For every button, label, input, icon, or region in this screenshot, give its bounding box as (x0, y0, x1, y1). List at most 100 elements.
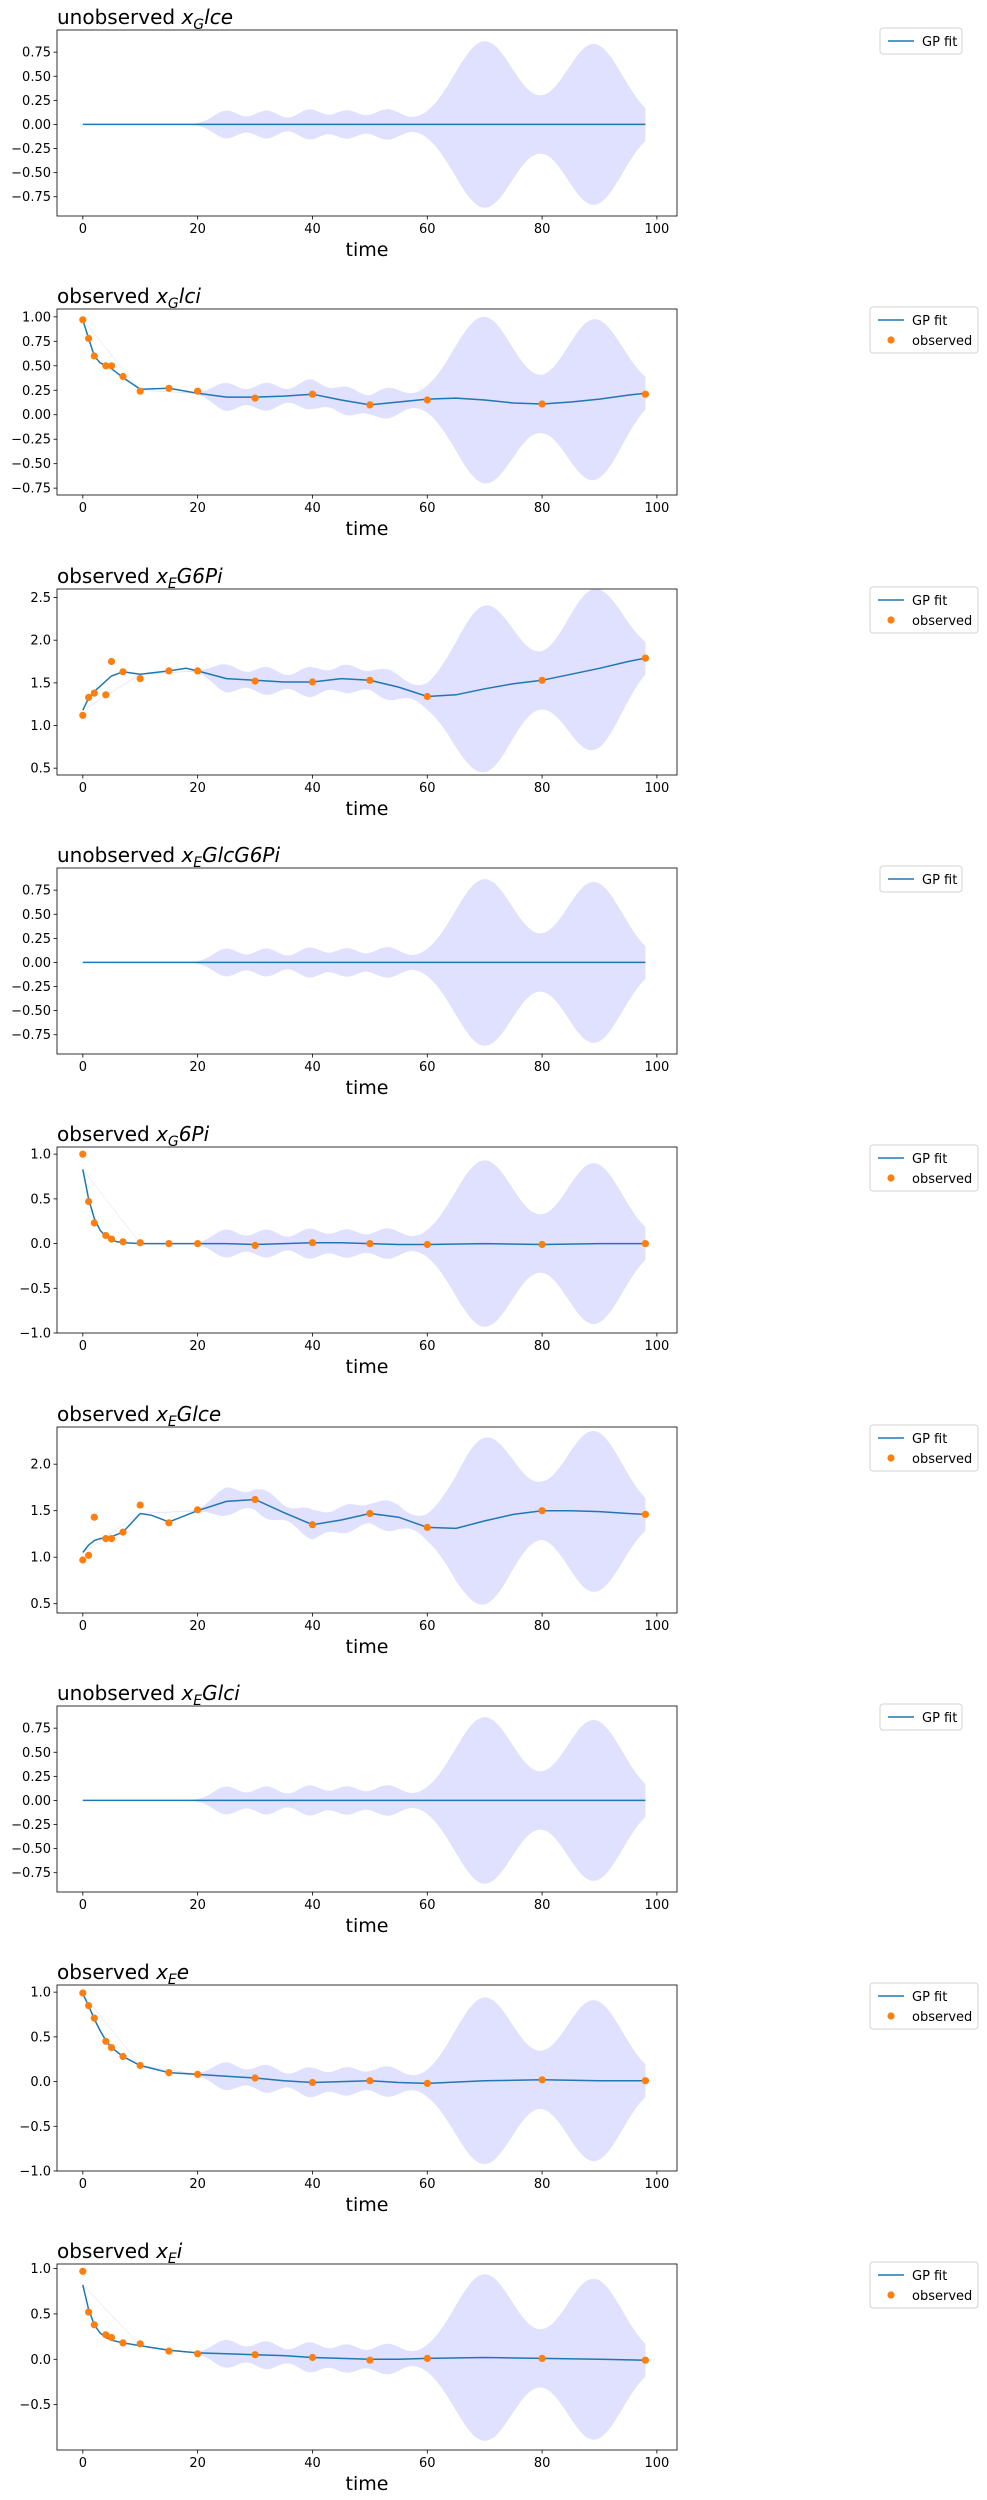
plot-area (79, 2267, 650, 2441)
y-tick-label: 0.75 (22, 884, 51, 899)
observed-point (538, 400, 546, 408)
y-tick-label: 1.5 (30, 676, 51, 691)
legend-label: GP fit (912, 1152, 947, 1167)
x-tick-label: 80 (534, 501, 551, 516)
axes-frame (56, 1426, 678, 1614)
y-tick-label: −0.50 (11, 1004, 51, 1019)
observed-point (85, 693, 93, 702)
observed-point (85, 334, 93, 342)
y-tick-label: 0.5 (30, 1597, 51, 1612)
legend-label: observed (912, 334, 972, 349)
y-tick-label: −1.0 (19, 2165, 51, 2180)
legend-box (879, 27, 963, 55)
x-tick-label: 80 (534, 1619, 551, 1634)
observed-point (85, 1197, 93, 1206)
observed-point (90, 2321, 98, 2329)
x-tick-label: 0 (79, 1898, 87, 1913)
observed-point (79, 711, 87, 719)
observed-point (423, 2354, 431, 2362)
observed-point (90, 2014, 98, 2022)
observed-point (90, 352, 98, 360)
observed-point (102, 2331, 110, 2339)
observed-point (107, 2044, 116, 2052)
x-tick-label: 80 (534, 2456, 551, 2471)
chart-title: observed xGlci (57, 284, 201, 312)
y-tick-label: 0.25 (22, 932, 51, 947)
axes-frame (56, 1984, 678, 2172)
observed-point (641, 390, 650, 398)
x-tick-label: 0 (79, 781, 87, 796)
observed-point (136, 2340, 144, 2348)
observed-point (136, 675, 144, 683)
x-axis-label: time (346, 798, 389, 820)
x-tick-label: 80 (534, 781, 551, 796)
y-tick-label: −0.75 (11, 190, 51, 205)
y-tick-label: 0.50 (22, 908, 51, 923)
y-tick-label: −0.25 (11, 433, 51, 448)
x-tick-label: 20 (189, 222, 206, 237)
legend-box (869, 586, 979, 634)
legend: GP fit (879, 27, 963, 55)
chart-title: observed xEi (57, 2239, 183, 2267)
observed-point (538, 1240, 546, 1249)
legend-label: observed (912, 1452, 972, 1467)
y-tick-label: 0.25 (22, 94, 51, 109)
chart-panel: 0 20 40 60 80 100 0.5 1.0 1.5 2.0 2.5 time observed … (30, 564, 979, 820)
chart-title: observed xEG6Pi (57, 564, 223, 592)
x-tick-label: 0 (79, 501, 87, 516)
y-tick-label: −0.75 (11, 1866, 51, 1881)
x-axis-label: time (346, 2194, 389, 2216)
x-tick-label: 100 (644, 2456, 669, 2471)
chart-title: observed xEe (57, 1960, 189, 1988)
legend: GP fit observed (869, 1424, 979, 1472)
observed-point (79, 1556, 87, 1564)
observed-point (641, 654, 650, 662)
y-tick-label: 0.75 (22, 46, 51, 61)
observed-point (119, 1238, 127, 1246)
legend-label: GP fit (912, 1990, 947, 2005)
y-tick-label: 1.0 (30, 1986, 51, 2001)
observed-point (165, 2069, 173, 2077)
x-tick-label: 20 (189, 501, 206, 516)
observed-point (194, 1240, 202, 1248)
y-tick-label: −0.5 (19, 2120, 51, 2135)
chart-panel: 0 20 40 60 80 100 −0.75 −0.50 −0.25 0.00 0.25 0.50 0… (11, 5, 963, 261)
observed-point (107, 657, 116, 666)
x-tick-label: 0 (79, 2456, 87, 2471)
x-tick-label: 0 (79, 1619, 87, 1634)
observed-point (251, 677, 259, 685)
x-axis-label: time (346, 1077, 389, 1099)
observed-point (102, 691, 110, 699)
observed-point (119, 668, 127, 676)
y-tick-label: 0.5 (30, 762, 51, 777)
observed-point (85, 2308, 93, 2316)
y-tick-label: 1.0 (30, 1148, 51, 1163)
x-tick-label: 0 (79, 1060, 87, 1075)
observed-point (136, 387, 144, 395)
axes-frame (56, 1705, 678, 1893)
legend: GP fit observed (869, 1144, 979, 1192)
chart-title: unobserved xEGlci (57, 1681, 240, 1709)
observed-point (538, 2354, 546, 2362)
x-tick-label: 0 (79, 2177, 87, 2192)
x-tick-label: 100 (644, 1619, 669, 1634)
y-tick-label: 0.50 (22, 1746, 51, 1761)
observed-point (79, 316, 87, 324)
chart-panel: 0 20 40 60 80 100 −0.5 0.0 0.5 1.0 time observed xE… (19, 2239, 979, 2495)
observed-point (366, 1240, 374, 1248)
y-tick-label: 0.5 (30, 2030, 51, 2045)
y-tick-label: −0.50 (11, 1842, 51, 1857)
y-tick-label: −0.25 (11, 142, 51, 157)
x-tick-label: 60 (419, 501, 436, 516)
legend-box (879, 865, 963, 893)
legend-box (869, 1144, 979, 1192)
observed-point (251, 1241, 259, 1249)
x-tick-label: 100 (644, 1339, 669, 1354)
x-tick-label: 60 (419, 2177, 436, 2192)
legend-point-marker (887, 2012, 895, 2020)
observed-point (641, 1510, 650, 1518)
y-tick-label: 2.0 (30, 1458, 51, 1473)
plot-area (79, 589, 650, 773)
chart-title: unobserved xEGlcG6Pi (57, 843, 280, 871)
chart-panel: 0 20 40 60 80 100 −0.75 −0.50 −0.25 0.00 0.25 0.50 0… (11, 1681, 963, 1937)
